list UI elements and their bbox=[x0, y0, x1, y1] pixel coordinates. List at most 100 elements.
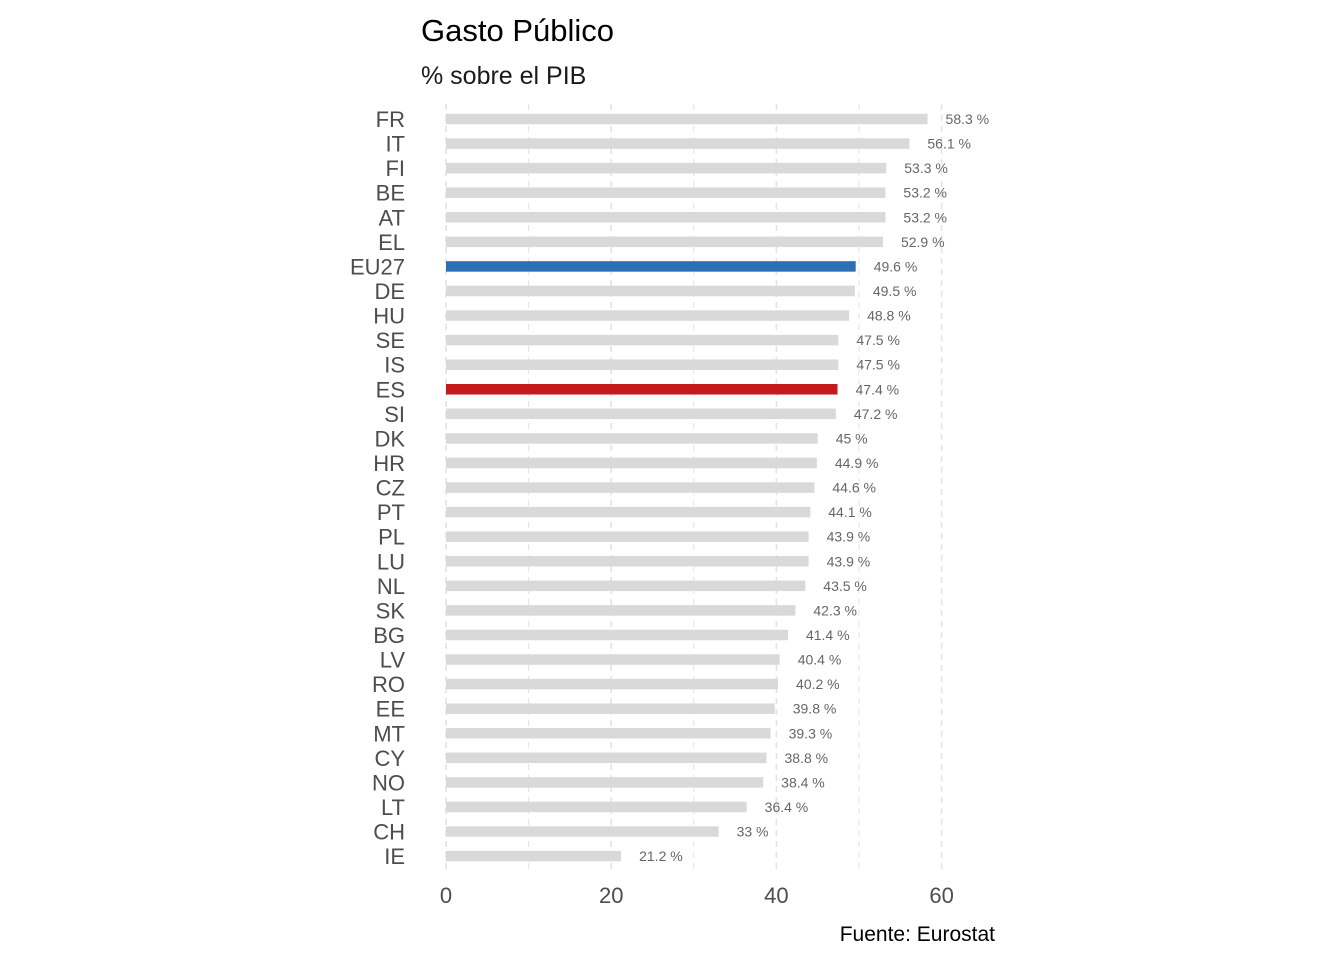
category-label: SE bbox=[376, 328, 405, 353]
bar-lv bbox=[446, 654, 780, 665]
bar-el bbox=[446, 236, 883, 248]
category-label: NO bbox=[372, 770, 405, 795]
value-label: 47.5 % bbox=[856, 357, 900, 373]
value-label: 38.4 % bbox=[781, 774, 825, 790]
bar-ro bbox=[446, 678, 779, 690]
category-label: CH bbox=[373, 820, 405, 845]
value-label: 44.9 % bbox=[835, 455, 879, 471]
value-label: 44.6 % bbox=[832, 480, 876, 496]
value-label: 45 % bbox=[836, 430, 868, 446]
value-label: 42.3 % bbox=[813, 602, 857, 618]
category-label: BG bbox=[373, 623, 405, 648]
bar-bg bbox=[446, 629, 788, 641]
value-label: 36.4 % bbox=[765, 799, 809, 815]
bar-hu bbox=[446, 310, 850, 321]
bar-nl bbox=[446, 580, 806, 592]
value-label: 21.2 % bbox=[639, 848, 683, 864]
bars bbox=[446, 113, 928, 862]
chart-caption: Fuente: Eurostat bbox=[840, 923, 995, 946]
value-label: 43.5 % bbox=[823, 578, 867, 594]
category-label: MT bbox=[373, 721, 405, 746]
bar-sk bbox=[446, 605, 796, 616]
category-label: CZ bbox=[376, 476, 405, 501]
x-tick-label: 20 bbox=[599, 883, 623, 908]
category-label: SI bbox=[384, 402, 405, 427]
bar-se bbox=[446, 334, 839, 346]
chart-subtitle: % sobre el PIB bbox=[421, 62, 586, 90]
value-label: 53.2 % bbox=[903, 185, 947, 201]
x-tick-label: 0 bbox=[440, 883, 452, 908]
value-label: 44.1 % bbox=[828, 504, 872, 520]
value-label: 39.3 % bbox=[789, 725, 833, 741]
bar-fr bbox=[446, 113, 928, 125]
value-label: 47.2 % bbox=[854, 406, 898, 422]
bar-is bbox=[446, 359, 839, 370]
category-label: DK bbox=[374, 426, 405, 451]
category-label: ES bbox=[376, 377, 405, 402]
category-label: EL bbox=[378, 230, 405, 255]
bar-it bbox=[446, 138, 910, 149]
category-label: RO bbox=[372, 672, 405, 697]
category-label: CY bbox=[374, 746, 405, 771]
bar-si bbox=[446, 408, 836, 420]
value-label: 41.4 % bbox=[806, 627, 850, 643]
value-label: 53.2 % bbox=[903, 209, 947, 225]
bar-cy bbox=[446, 752, 767, 764]
category-label: FR bbox=[376, 107, 405, 132]
bar-hr bbox=[446, 457, 817, 469]
chart-title: Gasto Público bbox=[421, 13, 614, 48]
bar-mt bbox=[446, 728, 771, 739]
bar-at bbox=[446, 212, 886, 223]
category-label: IE bbox=[384, 844, 405, 869]
category-label: PL bbox=[378, 525, 405, 550]
bar-de bbox=[446, 285, 855, 297]
category-labels: FRITFIBEATELEU27DEHUSEISESSIDKHRCZPTPLLU… bbox=[350, 107, 405, 869]
bar-cz bbox=[446, 482, 815, 493]
x-tick-label: 60 bbox=[929, 883, 953, 908]
value-label: 40.4 % bbox=[798, 652, 842, 668]
bar-eu27 bbox=[446, 261, 856, 272]
value-label: 47.5 % bbox=[856, 332, 900, 348]
category-label: NL bbox=[377, 574, 405, 599]
bar-fi bbox=[446, 162, 887, 174]
bar-ie bbox=[446, 850, 622, 862]
x-tick-label: 40 bbox=[764, 883, 788, 908]
bar-lu bbox=[446, 556, 809, 567]
category-label: EU27 bbox=[350, 254, 405, 279]
category-label: HU bbox=[373, 304, 405, 329]
value-label: 38.8 % bbox=[784, 750, 828, 766]
bar-be bbox=[446, 187, 886, 198]
bar-no bbox=[446, 777, 764, 788]
category-label: LV bbox=[380, 648, 406, 673]
value-label: 49.5 % bbox=[873, 283, 917, 299]
bar-lt bbox=[446, 801, 747, 813]
value-label: 47.4 % bbox=[856, 381, 900, 397]
category-label: PT bbox=[377, 500, 405, 525]
value-label: 39.8 % bbox=[793, 701, 837, 717]
category-label: BE bbox=[376, 181, 405, 206]
value-label: 58.3 % bbox=[946, 111, 990, 127]
bar-es bbox=[446, 384, 838, 395]
category-label: LT bbox=[381, 795, 405, 820]
category-label: DE bbox=[374, 279, 405, 304]
value-label: 48.8 % bbox=[867, 308, 911, 324]
value-label: 43.9 % bbox=[827, 553, 871, 569]
value-label: 49.6 % bbox=[874, 258, 918, 274]
category-label: LU bbox=[377, 549, 405, 574]
x-axis-ticks: 0 20 40 60 bbox=[440, 883, 954, 908]
bar-ch bbox=[446, 826, 719, 837]
bar-pl bbox=[446, 531, 809, 542]
value-label: 40.2 % bbox=[796, 676, 840, 692]
category-label: EE bbox=[376, 697, 405, 722]
value-label: 52.9 % bbox=[901, 234, 945, 250]
grid-lines bbox=[445, 104, 943, 870]
bar-pt bbox=[446, 506, 811, 518]
category-label: AT bbox=[379, 205, 405, 230]
value-label: 43.9 % bbox=[827, 529, 871, 545]
value-label: 56.1 % bbox=[927, 136, 971, 152]
value-label: 53.3 % bbox=[904, 160, 948, 176]
category-label: IT bbox=[385, 132, 405, 157]
bar-ee bbox=[446, 703, 775, 714]
